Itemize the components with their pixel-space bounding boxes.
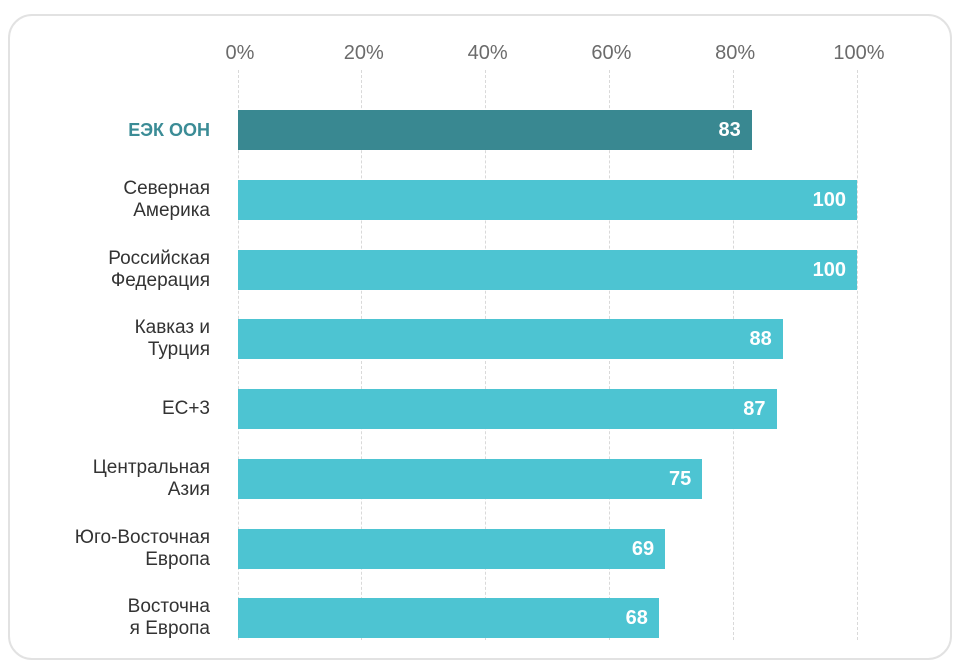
x-tick-label: 0% xyxy=(225,42,255,64)
category-label: Юго-Восточная Европа xyxy=(74,526,210,570)
bar: 88 xyxy=(238,319,783,360)
category-label: Российская Федерация xyxy=(108,247,210,291)
bar-value-label: 68 xyxy=(625,607,648,630)
bar: 69 xyxy=(238,528,666,569)
category-label: Кавказ и Турция xyxy=(134,317,210,361)
category-label: Восточна я Европа xyxy=(127,596,210,640)
x-tick-label: 80% xyxy=(715,42,756,64)
bar-value-label: 100 xyxy=(812,188,846,211)
bar-value-label: 69 xyxy=(631,537,655,560)
bar-value-label: 83 xyxy=(718,119,741,141)
x-tick-label: 40% xyxy=(467,42,508,64)
bar: 100 xyxy=(238,179,857,220)
gridline xyxy=(856,70,858,640)
x-tick-label: 60% xyxy=(591,42,632,64)
bar: 75 xyxy=(238,458,703,499)
x-tick-label: 100% xyxy=(833,42,885,64)
category-label: Центральная Азия xyxy=(92,456,210,500)
bar: 87 xyxy=(238,389,777,429)
bar: 83 xyxy=(238,110,752,150)
bar: 68 xyxy=(238,598,659,639)
category-label: Северная Америка xyxy=(123,177,210,221)
bar-value-label: 75 xyxy=(669,467,692,490)
bar-value-label: 100 xyxy=(812,258,846,281)
category-label: ЕС+3 xyxy=(161,398,210,419)
x-tick-label: 20% xyxy=(343,42,384,64)
bar: 100 xyxy=(238,249,857,290)
category-label: ЕЭК ООН xyxy=(128,120,210,140)
bar-value-label: 87 xyxy=(743,398,766,420)
bar-value-label: 88 xyxy=(749,328,772,351)
